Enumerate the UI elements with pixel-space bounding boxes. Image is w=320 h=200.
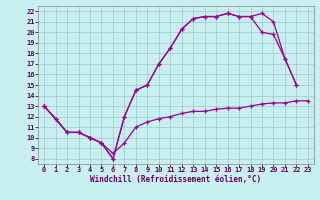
X-axis label: Windchill (Refroidissement éolien,°C): Windchill (Refroidissement éolien,°C) [91, 175, 261, 184]
